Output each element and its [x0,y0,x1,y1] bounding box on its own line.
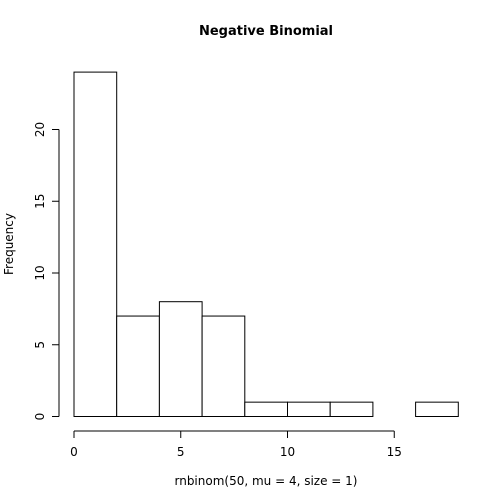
chart-title: Negative Binomial [199,24,333,39]
x-tick-label: 15 [387,445,402,459]
y-tick-label: 5 [33,341,47,349]
histogram-bar [201,315,246,417]
histogram-bar [287,401,331,417]
y-axis: 0 5 10 15 20 [33,122,60,421]
histogram-bar [116,315,160,417]
histogram-bar [244,401,289,417]
histogram-bar [73,71,118,417]
histogram-bar [329,401,374,417]
x-tick-label: 5 [177,445,185,459]
x-axis-label: rnbinom(50, mu = 4, size = 1) [174,474,357,488]
y-tick-label: 0 [33,413,47,421]
x-axis: 0 5 10 15 [70,430,402,459]
y-tick-label: 10 [33,265,47,280]
histogram-bar [415,401,459,417]
histogram-bars [73,71,459,418]
y-tick-label: 15 [33,194,47,209]
y-axis-label: Frequency [2,213,16,275]
x-tick-label: 0 [70,445,78,459]
y-tick-label: 20 [33,122,47,137]
histogram-bar [158,301,203,418]
x-tick-label: 10 [280,445,295,459]
